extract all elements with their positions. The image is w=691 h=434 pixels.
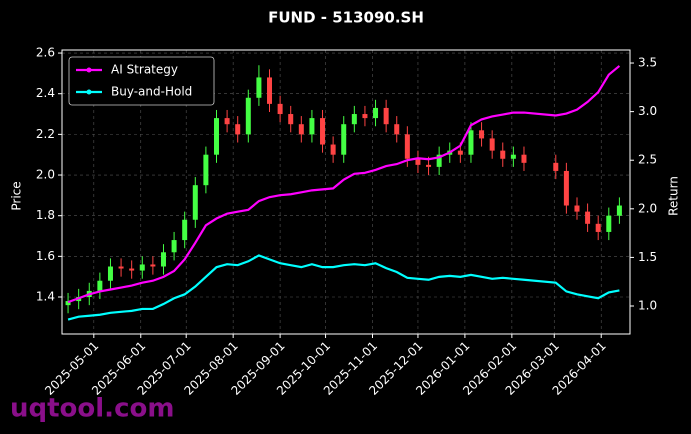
candle-body xyxy=(415,158,421,165)
candle-body xyxy=(256,77,262,98)
candle-body xyxy=(394,124,400,135)
candle-body xyxy=(426,164,432,167)
y-tick-label: 1.4 xyxy=(36,290,55,304)
candle-body xyxy=(160,252,166,267)
return-line xyxy=(67,254,620,321)
candle-body xyxy=(616,205,622,216)
y-tick-label: 2.4 xyxy=(36,86,55,100)
candle-body xyxy=(203,154,209,186)
candle-body xyxy=(118,266,124,269)
y-tick-label: 1.6 xyxy=(36,249,55,263)
y-tick-label: 2.2 xyxy=(36,127,55,141)
watermark: uqtool.com xyxy=(10,394,174,424)
candle-body xyxy=(563,170,569,206)
candle-body xyxy=(182,219,188,241)
candle-body xyxy=(404,134,410,159)
candle-body xyxy=(468,130,474,155)
candle-body xyxy=(373,107,379,119)
y-tick-label: 2.0 xyxy=(36,168,55,182)
y-axis-label: Price xyxy=(10,181,24,210)
candle-body xyxy=(97,280,103,291)
candle-body xyxy=(309,118,315,135)
legend: AI Strategy Buy-and-Hold xyxy=(68,56,215,106)
candle-body xyxy=(479,130,485,139)
chart-title: FUND - 513090.SH xyxy=(268,9,424,27)
legend-marker xyxy=(86,67,92,73)
candle-body xyxy=(171,240,177,253)
candle-body xyxy=(585,211,591,224)
y2-tick-label: 3.5 xyxy=(638,56,657,70)
plot-frame xyxy=(61,49,631,335)
candle-body xyxy=(213,118,219,155)
candle-body xyxy=(510,154,516,159)
candle-body xyxy=(362,114,368,119)
candle-body xyxy=(224,118,230,125)
legend-box xyxy=(68,56,215,106)
legend-label: AI Strategy xyxy=(111,63,178,77)
candle-body xyxy=(500,150,506,159)
candle-body xyxy=(107,266,113,281)
y2-axis-label: Return xyxy=(667,176,681,216)
candle-body xyxy=(351,114,357,125)
candle-body xyxy=(341,124,347,155)
candle-body xyxy=(192,185,198,220)
candle-body xyxy=(129,268,135,271)
y2-tick-label: 1.5 xyxy=(638,250,657,264)
candle-body xyxy=(320,118,326,145)
candle-body xyxy=(457,150,463,155)
candle-body xyxy=(606,215,612,232)
candle-body xyxy=(553,162,559,171)
candle-body xyxy=(267,77,273,104)
candle-body xyxy=(277,103,283,115)
candle-body xyxy=(235,124,241,135)
candle-body xyxy=(489,138,495,151)
candle-body xyxy=(245,97,251,135)
candle-body xyxy=(436,154,442,167)
y2-tick-label: 2.0 xyxy=(638,201,657,215)
y-tick-label: 2.6 xyxy=(36,46,55,60)
candle-body xyxy=(288,114,294,125)
y2-tick-label: 1.0 xyxy=(638,299,657,313)
candle-body xyxy=(595,223,601,232)
legend-label: Buy-and-Hold xyxy=(111,85,192,99)
candle-body xyxy=(298,124,304,135)
return-line xyxy=(67,65,621,304)
y2-tick-label: 3.0 xyxy=(638,104,657,118)
candle-body xyxy=(574,205,580,212)
candle-body xyxy=(330,144,336,155)
candle-body xyxy=(383,107,389,125)
candle-body xyxy=(521,154,527,163)
candle-body xyxy=(139,264,145,271)
y2-tick-label: 2.5 xyxy=(638,153,657,167)
candle-body xyxy=(150,264,156,267)
candle-body xyxy=(65,301,71,306)
y-tick-label: 1.8 xyxy=(36,208,55,222)
legend-marker xyxy=(86,89,92,95)
